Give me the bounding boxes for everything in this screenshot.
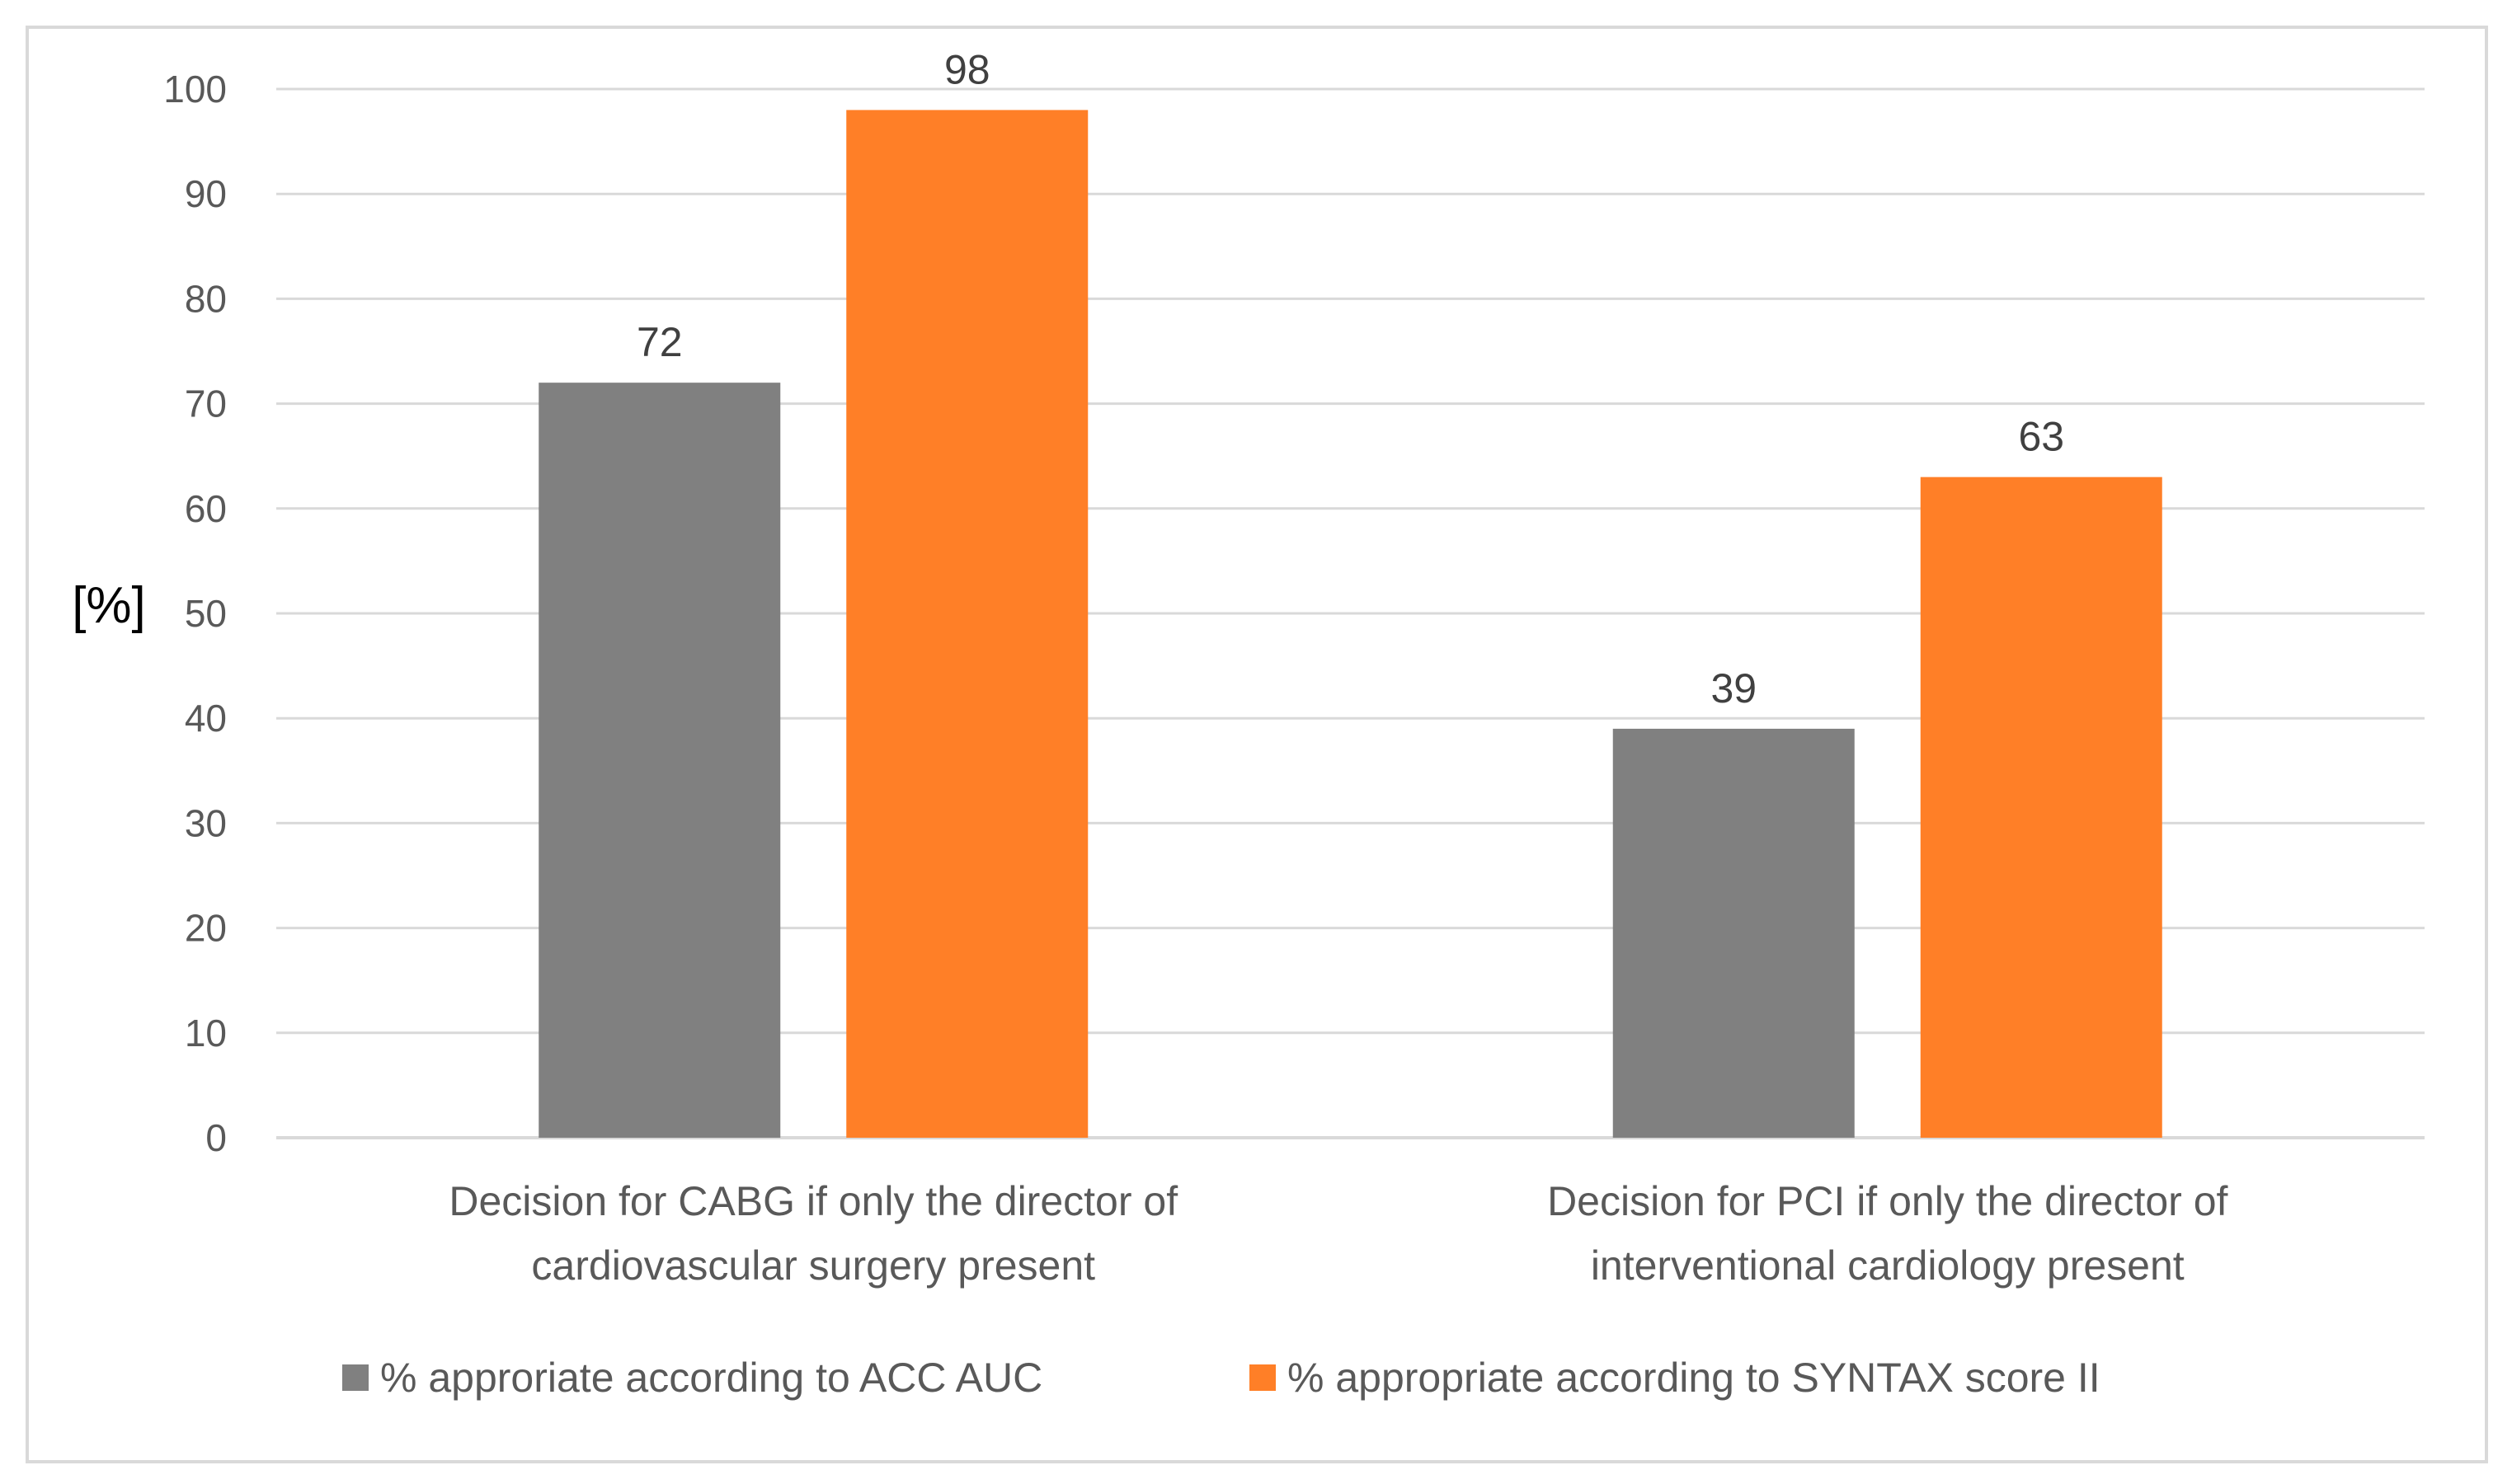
y-tick-label: 90 xyxy=(185,172,227,215)
y-tick-label: 50 xyxy=(185,592,227,635)
bar-series-1-category-1 xyxy=(539,383,781,1138)
y-tick-label: 70 xyxy=(185,383,227,425)
x-category-label: Decision for CABG if only the director o… xyxy=(449,1178,1178,1224)
bar-series-2-category-1 xyxy=(846,110,1089,1139)
y-tick-label: 10 xyxy=(185,1012,227,1054)
data-labels: 72 98 39 63 xyxy=(637,46,2064,711)
x-category-label: interventional cardiology present xyxy=(1591,1242,2185,1289)
legend-swatch xyxy=(1249,1364,1276,1391)
data-label: 39 xyxy=(1710,665,1757,711)
legend-label: % approriate according to ACC AUC xyxy=(380,1355,1042,1401)
y-tick-label: 30 xyxy=(185,801,227,844)
y-tick-label: 20 xyxy=(185,907,227,950)
y-tick-label: 40 xyxy=(185,697,227,740)
legend-label: % appropriate according to SYNTAX score … xyxy=(1287,1355,2100,1401)
legend: % approriate according to ACC AUC % appro… xyxy=(342,1355,2100,1401)
x-axis-categories: Decision for CABG if only the director o… xyxy=(449,1178,2227,1289)
bar-series-1-category-2 xyxy=(1612,728,1855,1138)
data-label: 72 xyxy=(637,319,683,365)
bar-series-2-category-2 xyxy=(1920,477,2162,1138)
x-category-label: cardiovascular surgery present xyxy=(531,1242,1095,1289)
y-tick-label: 0 xyxy=(205,1116,227,1159)
y-tick-label: 60 xyxy=(185,487,227,530)
data-label: 98 xyxy=(944,46,990,92)
bars xyxy=(539,110,2162,1139)
y-tick-label: 100 xyxy=(163,68,227,110)
y-tick-label: 80 xyxy=(185,277,227,320)
legend-swatch xyxy=(342,1364,369,1391)
x-category-label: Decision for PCI if only the director of xyxy=(1547,1178,2227,1224)
data-label: 63 xyxy=(2018,414,2064,460)
y-axis-ticks: 0 10 20 30 40 50 60 70 80 90 100 xyxy=(163,68,227,1159)
y-axis-title: [%] xyxy=(72,577,146,634)
